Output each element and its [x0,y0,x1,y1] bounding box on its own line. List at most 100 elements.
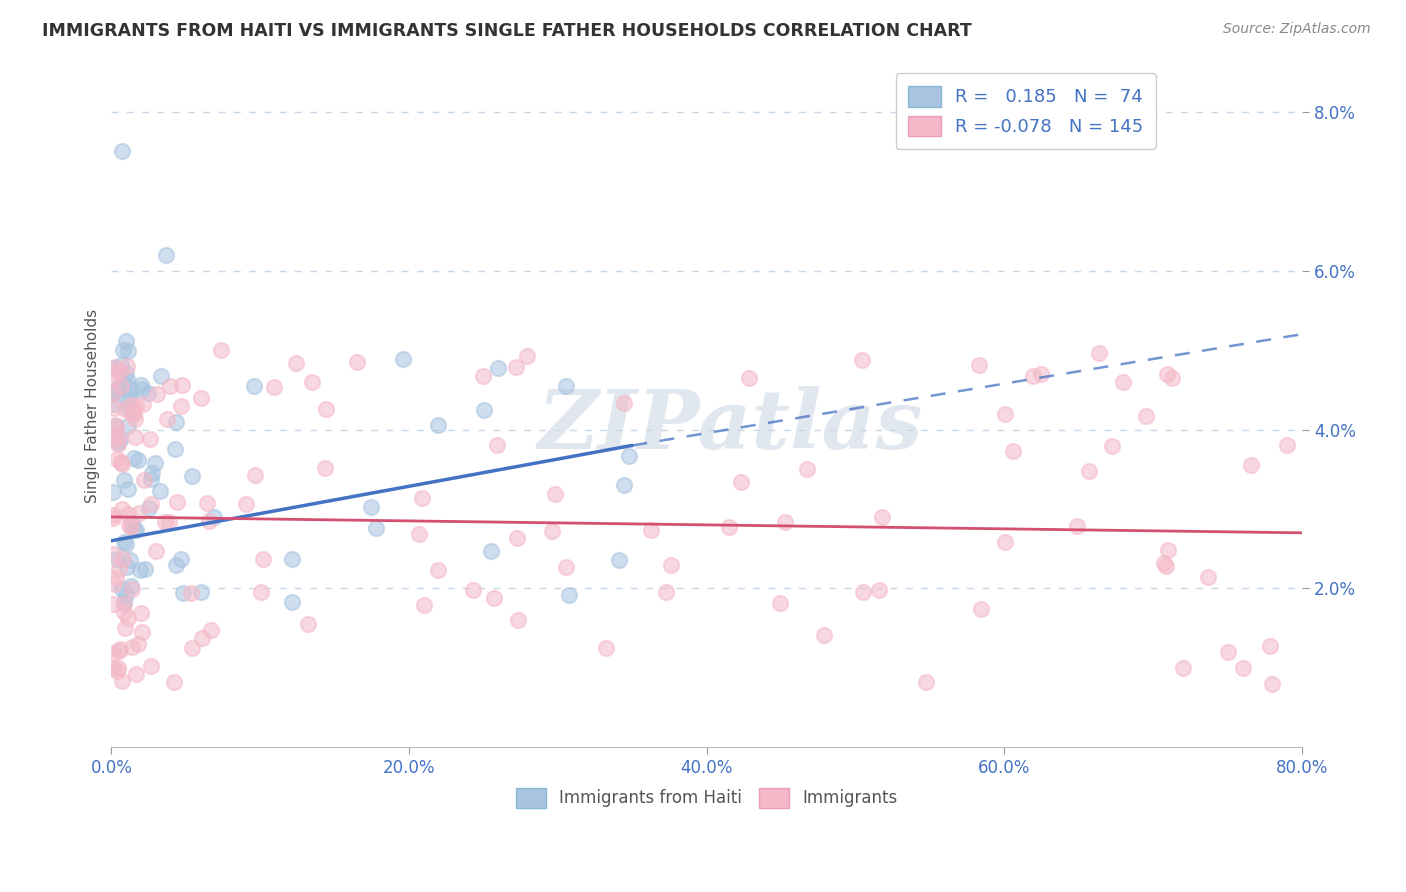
Point [141,466,163,480]
Point [243,379,266,393]
Legend: Immigrants from Haiti, Immigrants: Immigrants from Haiti, Immigrants [509,781,904,814]
Point [202,509,225,524]
Point [118,392,141,406]
Point [813,627,835,641]
Point [139,497,162,511]
Point [101,598,124,612]
Point [118,552,141,566]
Point [155,515,177,529]
Point [190,391,212,405]
Point [1135,409,1157,423]
Point [482,591,505,606]
Point [125,399,148,413]
Point [427,417,450,432]
Point [1261,677,1284,691]
Point [103,401,125,415]
Point [1161,371,1184,385]
Point [479,544,502,558]
Point [1197,570,1219,584]
Point [1153,557,1175,571]
Point [139,659,162,673]
Point [505,359,527,374]
Point [474,403,496,417]
Point [105,451,128,466]
Point [101,547,124,561]
Point [412,598,434,612]
Point [613,478,636,492]
Point [200,623,222,637]
Point [110,364,132,378]
Point [970,602,993,616]
Point [104,432,127,446]
Point [121,582,143,597]
Point [104,417,127,432]
Point [640,523,662,537]
Point [426,562,449,576]
Point [1240,458,1263,472]
Point [1101,439,1123,453]
Point [121,640,143,654]
Point [139,472,162,486]
Point [105,664,128,678]
Point [101,646,124,660]
Point [138,432,160,446]
Point [110,358,132,372]
Point [595,640,617,655]
Point [252,552,274,566]
Point [111,673,134,688]
Point [366,521,388,535]
Point [314,461,336,475]
Point [138,500,160,515]
Point [1156,543,1178,558]
Point [112,598,135,612]
Point [190,585,212,599]
Point [112,552,135,566]
Point [868,582,890,597]
Point [155,248,177,262]
Point [107,437,129,451]
Point [181,640,204,655]
Point [112,535,135,549]
Point [613,396,636,410]
Point [796,461,818,475]
Point [122,407,145,421]
Point [101,508,124,523]
Point [198,514,221,528]
Point [165,415,187,429]
Point [118,401,141,415]
Point [1031,367,1053,381]
Point [112,595,135,609]
Point [101,511,124,525]
Point [769,596,792,610]
Point [128,506,150,520]
Point [103,397,125,411]
Point [558,588,581,602]
Point [870,509,893,524]
Point [1216,645,1239,659]
Point [654,585,676,599]
Point [107,562,129,576]
Point [281,595,304,609]
Point [120,579,142,593]
Point [118,388,141,402]
Point [1232,660,1254,674]
Point [121,398,143,412]
Point [471,369,494,384]
Point [120,382,142,396]
Point [163,442,186,456]
Point [103,485,125,500]
Point [156,412,179,426]
Y-axis label: Single Father Households: Single Father Households [86,309,100,503]
Point [107,435,129,450]
Point [117,374,139,388]
Point [134,474,156,488]
Point [104,422,127,436]
Point [994,408,1017,422]
Point [101,372,124,386]
Point [159,379,181,393]
Point [1066,519,1088,533]
Point [281,552,304,566]
Point [170,378,193,392]
Point [104,419,127,434]
Point [773,515,796,529]
